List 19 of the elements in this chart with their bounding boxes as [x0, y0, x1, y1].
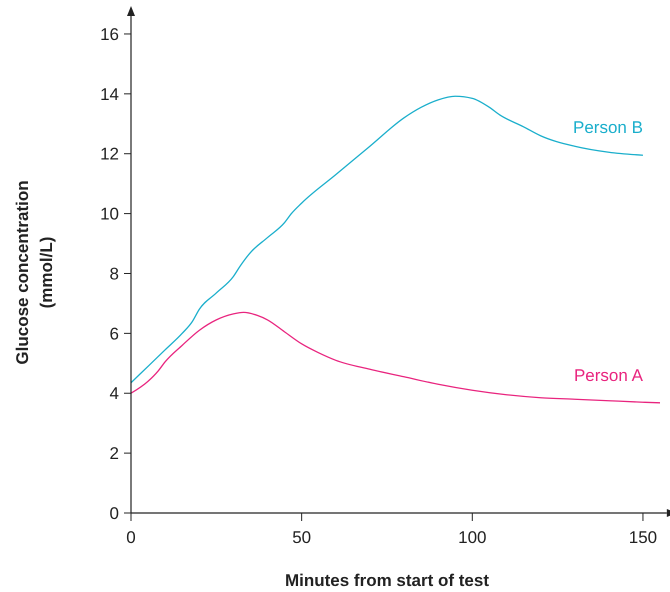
y-axis-title: Glucose concentration (mmol/L) — [13, 180, 56, 365]
y-tick-label: 10 — [100, 204, 119, 224]
x-axis-title: Minutes from start of test — [284, 571, 490, 590]
y-tick-label: 16 — [100, 24, 119, 44]
line-series — [130, 96, 644, 384]
x-tick-label: 50 — [292, 528, 312, 547]
y-tick-label: 0 — [110, 504, 119, 523]
x-tick-label: 0 — [126, 528, 136, 547]
y-tick-label: 8 — [110, 264, 119, 284]
series-label: Person B — [573, 118, 643, 138]
line-series — [130, 312, 661, 404]
y-tick-label: 4 — [110, 384, 119, 404]
series-label: Person A — [574, 366, 644, 385]
x-tick-label: 150 — [628, 528, 658, 547]
y-tick-label: 14 — [100, 84, 119, 104]
y-tick-label: 12 — [100, 144, 119, 164]
y-tick-label: 6 — [110, 324, 119, 344]
y-tick-label: 2 — [110, 444, 119, 464]
x-tick-label: 100 — [458, 528, 486, 547]
